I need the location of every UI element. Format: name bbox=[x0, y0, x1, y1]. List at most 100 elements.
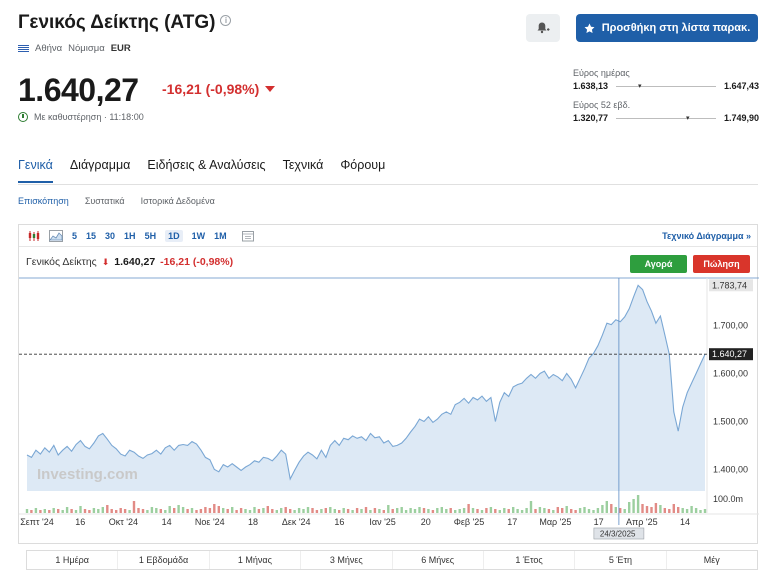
add-alert-button[interactable] bbox=[526, 14, 560, 42]
calendar-icon[interactable] bbox=[241, 230, 255, 242]
volume-bar bbox=[52, 508, 55, 513]
volume-bar bbox=[619, 508, 622, 513]
volume-bar bbox=[164, 510, 167, 513]
volume-bar bbox=[110, 509, 113, 513]
sell-button[interactable]: Πώληση bbox=[693, 255, 750, 273]
buy-button[interactable]: Αγορά bbox=[630, 255, 687, 273]
down-arrow-small-icon: ⬇ bbox=[101, 256, 110, 267]
volume-bar bbox=[703, 509, 707, 513]
volume-bar bbox=[565, 506, 568, 513]
volume-bar bbox=[61, 510, 64, 513]
candlestick-icon[interactable] bbox=[27, 230, 41, 242]
volume-bar bbox=[516, 509, 519, 513]
x-tick-label: 14 bbox=[680, 517, 690, 527]
volume-bar bbox=[623, 509, 626, 513]
x-tick-label: Οκτ '24 bbox=[109, 517, 138, 527]
timeframe-5h[interactable]: 5H bbox=[144, 230, 157, 241]
timeframe-5[interactable]: 5 bbox=[72, 230, 78, 241]
volume-bar bbox=[280, 508, 283, 513]
volume-bar bbox=[97, 509, 100, 513]
week52-range-high: 1.749,90 bbox=[723, 113, 759, 123]
volume-bar bbox=[458, 509, 461, 513]
volume-bar bbox=[654, 503, 658, 513]
technical-chart-link[interactable]: Τεχνικό Διάγραμμα » bbox=[662, 231, 751, 241]
period-1y[interactable]: 1 Έτος bbox=[484, 551, 576, 569]
volume-bar bbox=[570, 509, 573, 513]
price-change: -16,21 (-0,98%) bbox=[162, 81, 276, 97]
volume-bar bbox=[400, 507, 403, 513]
volume-bar bbox=[512, 507, 515, 513]
day-range-marker: ▾ bbox=[638, 82, 642, 90]
volume-bar bbox=[503, 508, 506, 513]
period-selector: 1 Ημέρα 1 Εβδομάδα 1 Μήνας 3 Μήνες 6 Μήν… bbox=[26, 550, 758, 570]
x-tick-label: 17 bbox=[594, 517, 604, 527]
volume-bar bbox=[601, 505, 604, 513]
volume-bar bbox=[552, 510, 555, 513]
volume-bar bbox=[355, 508, 359, 513]
chart-title-name: Γενικός Δείκτης bbox=[26, 256, 97, 268]
tab-general[interactable]: Γενικά bbox=[18, 158, 53, 183]
timeframe-1d[interactable]: 1D bbox=[165, 229, 183, 242]
tab-chart[interactable]: Διάγραμμα bbox=[69, 158, 131, 172]
volume-bar bbox=[547, 509, 551, 513]
volume-bar bbox=[596, 508, 600, 513]
volume-bar bbox=[333, 509, 336, 513]
volume-bar bbox=[681, 508, 684, 513]
tab-forum[interactable]: Φόρουμ bbox=[340, 158, 386, 172]
volume-bar bbox=[248, 510, 252, 513]
week52-range-marker: ▾ bbox=[686, 114, 690, 122]
subtab-overview[interactable]: Επισκόπηση bbox=[18, 196, 69, 206]
volume-bar bbox=[346, 509, 350, 513]
day-range-low: 1.638,13 bbox=[573, 81, 609, 91]
period-3m[interactable]: 3 Μήνες bbox=[301, 551, 393, 569]
x-tick-label: 20 bbox=[421, 517, 431, 527]
volume-bar bbox=[222, 508, 225, 513]
period-1w[interactable]: 1 Εβδομάδα bbox=[118, 551, 210, 569]
greece-flag-icon bbox=[18, 44, 29, 53]
period-max[interactable]: Μέγ bbox=[703, 555, 720, 565]
timeframe-1h[interactable]: 1H bbox=[124, 230, 136, 241]
timeframe-1m[interactable]: 1M bbox=[214, 230, 227, 241]
price-chart[interactable]: 1.400,00 1.500,00 1.600,00 1.700,00 Investin… bbox=[19, 225, 759, 545]
volume-bar bbox=[74, 510, 78, 513]
main-tabs: Γενικά Διάγραμμα Ειδήσεις & Αναλύσεις Τε… bbox=[18, 158, 385, 183]
volume-bar bbox=[409, 508, 412, 513]
volume-bar bbox=[436, 508, 439, 513]
timeframe-15[interactable]: 15 bbox=[86, 230, 97, 241]
y-tick-label: 1.400,00 bbox=[713, 464, 748, 474]
volume-bar bbox=[413, 509, 417, 513]
period-1m[interactable]: 1 Μήνας bbox=[210, 551, 302, 569]
volume-bar bbox=[25, 509, 29, 513]
timeframe-1w[interactable]: 1W bbox=[191, 230, 206, 241]
tab-news[interactable]: Ειδήσεις & Αναλύσεις bbox=[147, 158, 266, 172]
volume-bar bbox=[159, 509, 162, 513]
volume-bar bbox=[610, 504, 613, 513]
volume-bar bbox=[173, 508, 176, 513]
subtab-historical[interactable]: Ιστορικά Δεδομένα bbox=[140, 196, 215, 206]
period-1d[interactable]: 1 Ημέρα bbox=[27, 551, 119, 569]
x-tick-label: Νοε '24 bbox=[195, 517, 225, 527]
volume-bar bbox=[195, 510, 198, 513]
volume-bar bbox=[168, 506, 171, 513]
volume-bar bbox=[351, 510, 354, 513]
volume-bar bbox=[181, 507, 185, 513]
volume-bar bbox=[520, 510, 524, 513]
volume-bar bbox=[467, 504, 470, 513]
volume-bar bbox=[320, 509, 323, 513]
timeframe-30[interactable]: 30 bbox=[105, 230, 116, 241]
volume-bar bbox=[92, 508, 96, 513]
info-icon[interactable]: i bbox=[220, 15, 232, 27]
period-6m[interactable]: 6 Μήνες bbox=[393, 551, 484, 569]
add-to-watchlist-button[interactable]: Προσθήκη στη λίστα παρακ. bbox=[576, 14, 758, 42]
period-5y[interactable]: 5 Έτη bbox=[575, 551, 667, 569]
volume-bar bbox=[373, 508, 377, 513]
volume-bar bbox=[57, 509, 60, 513]
volume-bar bbox=[489, 507, 493, 513]
volume-bar bbox=[128, 510, 131, 513]
volume-bar bbox=[440, 507, 443, 513]
tab-technical[interactable]: Τεχνικά bbox=[282, 158, 324, 172]
volume-bar bbox=[155, 508, 158, 513]
y-tick-label: 1.700,00 bbox=[713, 321, 748, 331]
subtab-components[interactable]: Συστατικά bbox=[84, 196, 125, 206]
area-chart-icon[interactable] bbox=[49, 229, 63, 242]
